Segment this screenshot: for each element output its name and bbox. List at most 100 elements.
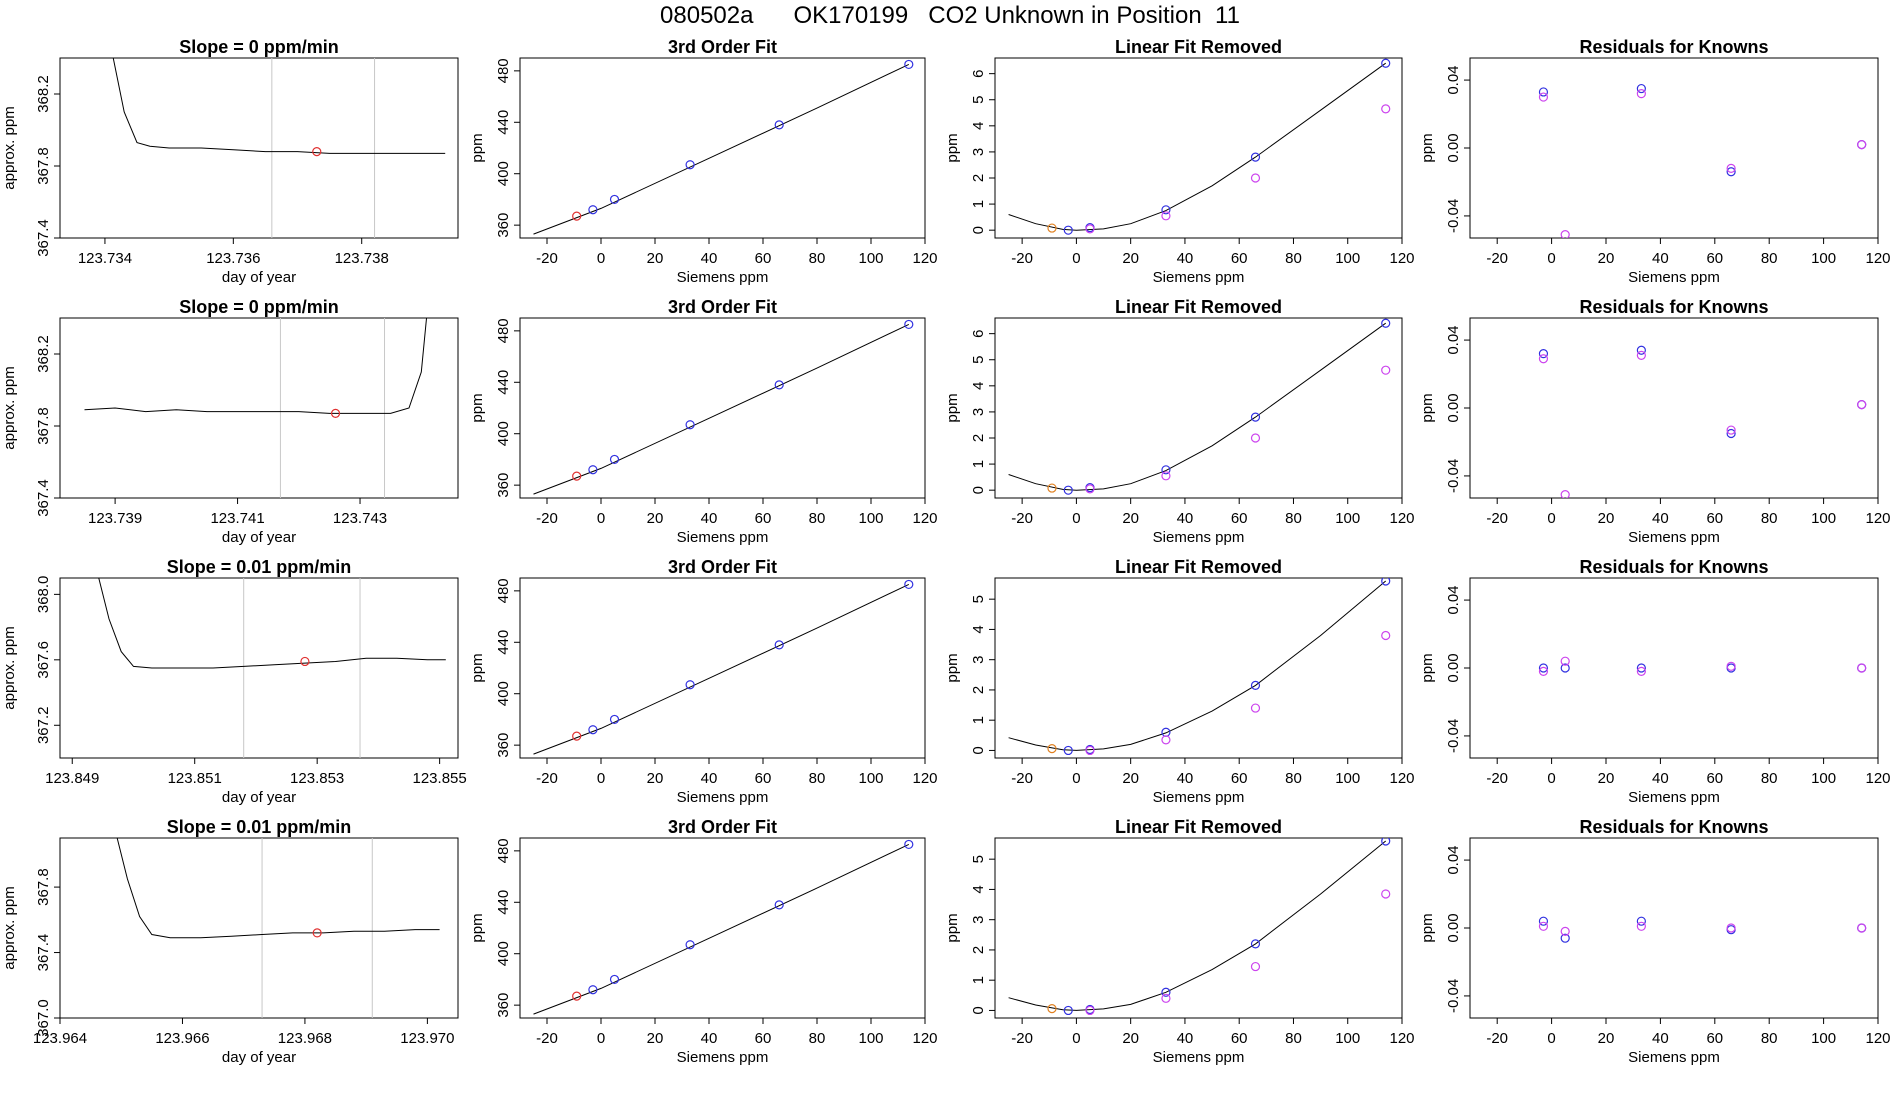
fit-curve xyxy=(533,63,910,235)
y-tick-label: 440 xyxy=(495,370,512,395)
x-tick-label: 80 xyxy=(1285,510,1302,527)
x-tick-label: 100 xyxy=(858,770,883,787)
y-tick-label: 368.2 xyxy=(35,335,52,373)
plot-frame xyxy=(1469,837,1879,1019)
data-point xyxy=(1636,89,1646,99)
x-axis-label: Siemens ppm xyxy=(1153,789,1245,806)
data-point xyxy=(1636,921,1646,931)
x-tick-label: -20 xyxy=(536,510,558,527)
x-tick-label: 120 xyxy=(1865,1030,1890,1047)
data-point xyxy=(572,991,582,1001)
x-tick-label: 100 xyxy=(1811,770,1836,787)
x-tick-label: 123.970 xyxy=(400,1030,454,1047)
data-point xyxy=(609,714,620,725)
y-axis-label: ppm xyxy=(1419,913,1436,942)
plot-area xyxy=(533,59,914,235)
data-point xyxy=(774,640,784,650)
x-tick-label: 20 xyxy=(1598,510,1615,527)
y-tick-label: 0.04 xyxy=(1445,65,1462,94)
data-point xyxy=(1560,490,1570,498)
data-point xyxy=(1636,916,1646,926)
x-axis-label: Siemens ppm xyxy=(1628,1049,1720,1066)
y-tick-label: 0.04 xyxy=(1445,585,1462,614)
panel-resid-row2: Residuals for Knowns -20 0 20 40 60 80 100 120 Si… xyxy=(1419,297,1891,546)
data-point xyxy=(1726,163,1736,173)
x-tick-label: 40 xyxy=(701,250,718,267)
data-point xyxy=(1161,211,1171,221)
y-tick-label: 367.8 xyxy=(35,868,52,906)
x-tick-label: 60 xyxy=(755,510,772,527)
data-point xyxy=(588,725,598,735)
x-tick-label: -20 xyxy=(1011,510,1033,527)
x-tick-label: -20 xyxy=(1486,770,1508,787)
data-point xyxy=(685,680,695,690)
x-tick-label: 80 xyxy=(1285,770,1302,787)
x-tick-label: 20 xyxy=(647,1030,664,1047)
y-tick-label: 0.00 xyxy=(1445,653,1462,682)
x-tick-label: 60 xyxy=(1706,1030,1723,1047)
x-tick-label: 123.851 xyxy=(168,770,222,787)
data-point xyxy=(1636,83,1646,94)
x-tick-label: 40 xyxy=(1177,510,1194,527)
x-tick-label: 120 xyxy=(1865,510,1890,527)
y-tick-label: 0 xyxy=(970,486,987,494)
data-point xyxy=(1381,578,1391,586)
x-axis-label: Siemens ppm xyxy=(1628,269,1720,286)
y-tick-label: 1 xyxy=(970,200,987,208)
data-point xyxy=(609,454,620,465)
data-point xyxy=(1636,663,1646,673)
y-tick-label: 367.4 xyxy=(35,934,52,972)
x-tick-label: 80 xyxy=(809,510,826,527)
data-point xyxy=(572,471,582,481)
x-tick-label: 120 xyxy=(1389,510,1414,527)
data-point xyxy=(1250,961,1261,972)
x-tick-label: 100 xyxy=(1335,1030,1360,1047)
y-tick-label: 360 xyxy=(495,733,512,758)
data-point xyxy=(1538,663,1549,673)
data-point xyxy=(609,194,620,205)
plot-area xyxy=(1008,838,1391,1016)
plot-frame xyxy=(1469,57,1879,239)
data-point xyxy=(1047,483,1057,493)
x-tick-label: 100 xyxy=(1811,1030,1836,1047)
panel-fit-row3: 3rd Order Fit -20 0 20 40 60 80 100 120 Siemens p… xyxy=(469,557,938,806)
plot-area xyxy=(1008,58,1391,235)
x-tick-label: 100 xyxy=(858,1030,883,1047)
data-point xyxy=(1857,663,1867,673)
y-axis-label: ppm xyxy=(469,913,486,942)
panel-fit-row1: 3rd Order Fit -20 0 20 40 60 80 100 120 Siemens p… xyxy=(469,37,938,286)
data-point xyxy=(1538,349,1549,359)
y-tick-label: 6 xyxy=(970,329,987,337)
data-point xyxy=(1381,630,1391,641)
data-point xyxy=(1250,703,1261,713)
x-tick-label: 60 xyxy=(1706,510,1723,527)
plot-frame xyxy=(1469,577,1879,759)
x-tick-label: -20 xyxy=(1486,250,1508,267)
data-point xyxy=(1381,889,1391,899)
x-tick-label: -20 xyxy=(1011,770,1033,787)
x-tick-label: 20 xyxy=(1122,770,1139,787)
x-tick-label: 80 xyxy=(1285,250,1302,267)
panel-linfit-row2: Linear Fit Removed-20 0 20 40 60 80 100 120Siem… xyxy=(944,297,1415,546)
data-point xyxy=(1726,661,1736,671)
x-tick-label: 123.968 xyxy=(278,1030,332,1047)
x-tick-label: 0 xyxy=(1072,1030,1080,1047)
panel-slope-row1: Slope = 0 ppm/min 123.734 123.736 123.738 da… xyxy=(1,37,459,286)
x-tick-label: 120 xyxy=(912,250,937,267)
x-tick-label: 20 xyxy=(647,770,664,787)
panel-title: Slope = 0 ppm/min xyxy=(179,297,339,317)
x-axis-label: Siemens ppm xyxy=(1153,529,1245,546)
x-tick-label: 20 xyxy=(1122,510,1139,527)
y-tick-label: 367.2 xyxy=(35,706,52,744)
data-point xyxy=(904,839,914,850)
y-tick-label: 4 xyxy=(970,122,987,130)
x-tick-label: 123.966 xyxy=(155,1030,209,1047)
x-axis-label: Siemens ppm xyxy=(677,529,769,546)
data-point xyxy=(1726,425,1736,435)
y-tick-label: 360 xyxy=(495,473,512,498)
panel-title: Slope = 0.01 ppm/min xyxy=(167,817,352,837)
y-tick-label: 440 xyxy=(495,630,512,655)
y-tick-label: 1 xyxy=(970,716,987,724)
data-point xyxy=(1381,838,1391,846)
